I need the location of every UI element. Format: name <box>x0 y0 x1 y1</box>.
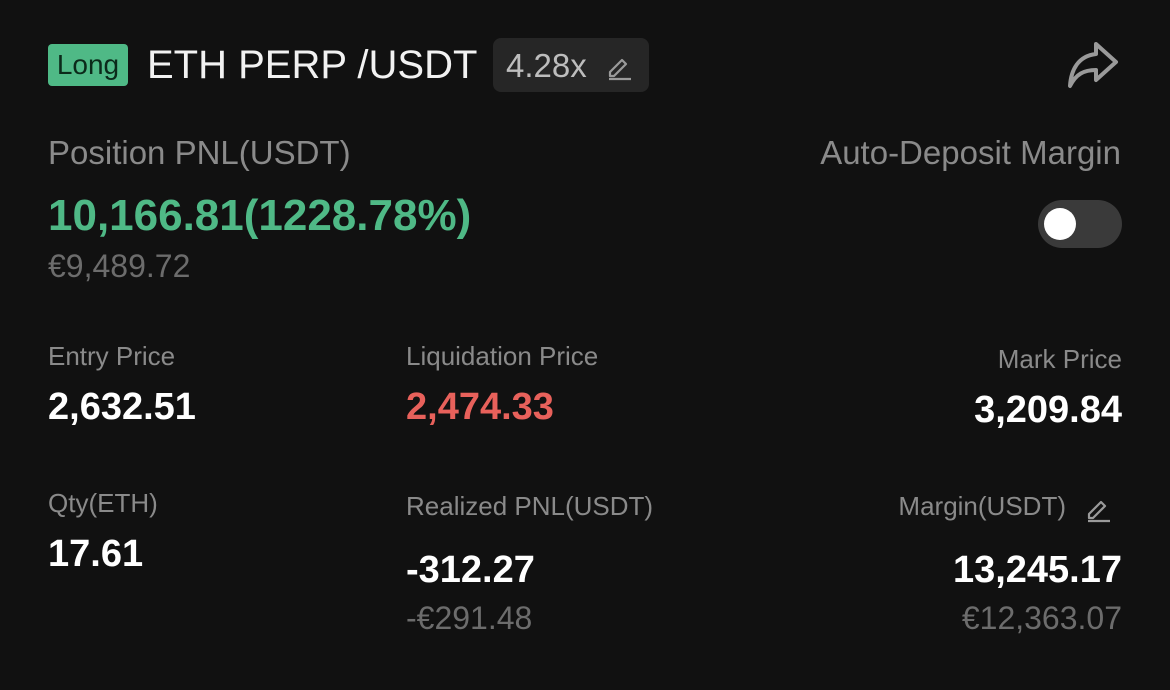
position-pnl-eur: €9,489.72 <box>48 248 191 284</box>
pair-title[interactable]: ETH PERP /USDT <box>147 43 478 87</box>
margin-label: Margin(USDT) <box>898 491 1066 521</box>
realized-pnl-value: -312.27 <box>406 549 535 591</box>
leverage-value: 4.28x <box>506 47 587 84</box>
entry-price-label: Entry Price <box>48 341 176 371</box>
realized-pnl-eur: -€291.48 <box>406 600 533 636</box>
leverage-button[interactable] <box>493 38 649 92</box>
position-pnl-value: 10,166.81(1228.78%) <box>48 191 472 240</box>
side-badge-long: Long <box>48 44 128 86</box>
auto-deposit-label: Auto-Deposit Margin <box>820 134 1121 171</box>
liquidation-price-value: 2,474.33 <box>406 386 554 428</box>
entry-price-value: 2,632.51 <box>48 386 196 428</box>
margin-eur: €12,363.07 <box>961 600 1122 636</box>
realized-pnl-label: Realized PNL(USDT) <box>406 491 654 521</box>
toggle-knob <box>1044 208 1076 240</box>
mark-price-label: Mark Price <box>997 344 1122 374</box>
share-icon[interactable] <box>1062 34 1122 94</box>
margin-edit-icon[interactable] <box>1082 492 1114 524</box>
leverage-edit-icon[interactable] <box>603 50 635 82</box>
margin-value: 13,245.17 <box>952 549 1122 591</box>
auto-deposit-toggle[interactable] <box>1038 200 1122 248</box>
liquidation-price-label: Liquidation Price <box>406 341 599 371</box>
qty-label: Qty(ETH) <box>48 488 158 518</box>
mark-price-value: 3,209.84 <box>974 389 1122 431</box>
position-pnl-label: Position PNL(USDT) <box>48 134 351 171</box>
qty-value: 17.61 <box>48 533 144 575</box>
